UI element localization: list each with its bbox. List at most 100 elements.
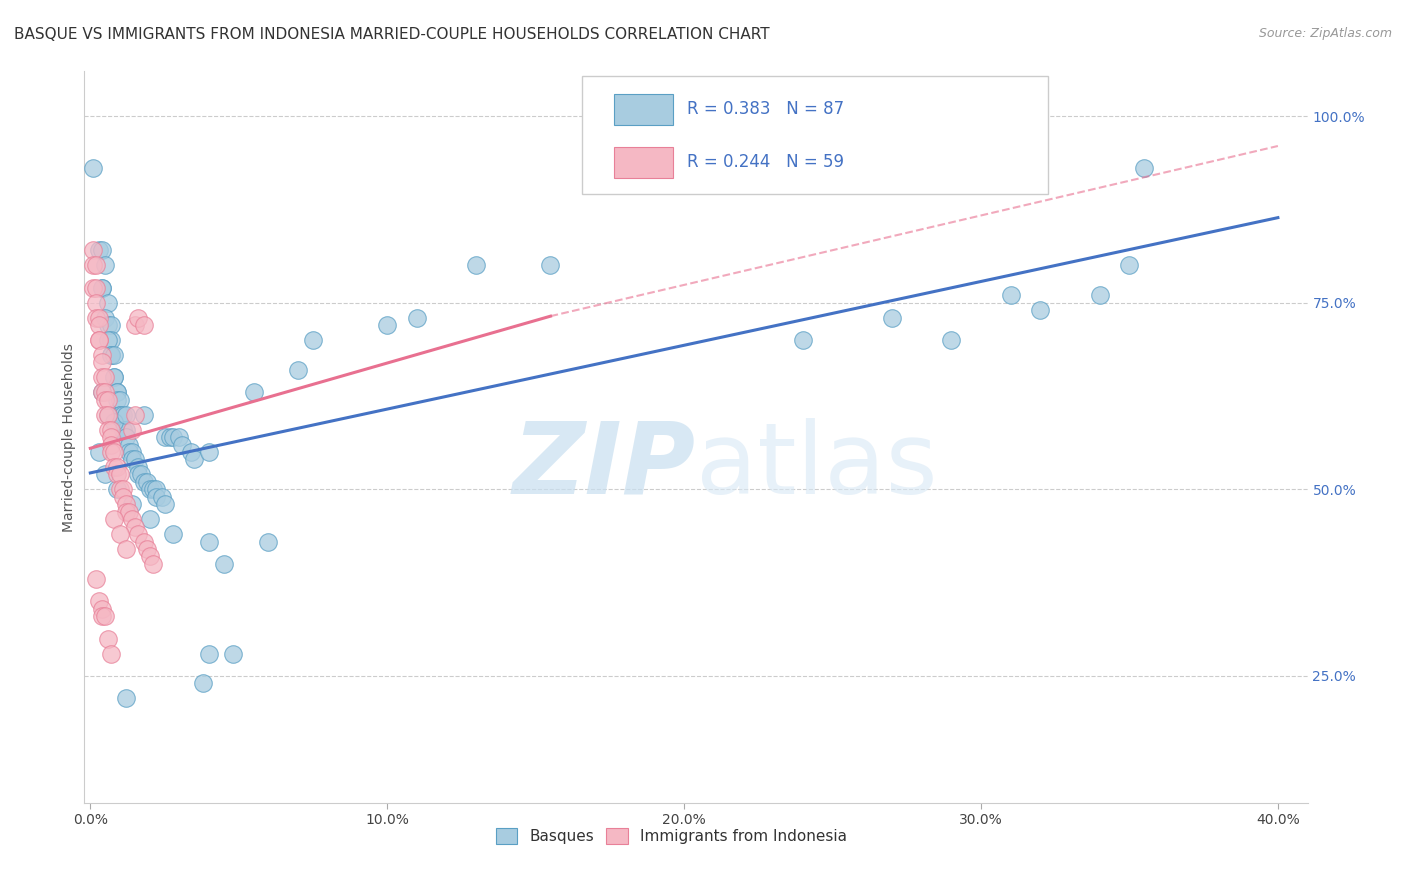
Point	[792, 333, 814, 347]
Point	[91, 281, 114, 295]
Point	[115, 408, 138, 422]
Point	[124, 408, 146, 422]
Point	[100, 647, 122, 661]
Point	[84, 281, 107, 295]
FancyBboxPatch shape	[614, 147, 672, 178]
Point	[127, 527, 149, 541]
Point	[91, 355, 114, 369]
Point	[111, 423, 134, 437]
Legend: Basques, Immigrants from Indonesia: Basques, Immigrants from Indonesia	[489, 822, 853, 850]
Point	[115, 497, 138, 511]
Text: R = 0.383   N = 87: R = 0.383 N = 87	[688, 100, 845, 118]
Point	[82, 259, 104, 273]
Point	[105, 392, 128, 407]
Point	[89, 244, 111, 258]
Point	[97, 295, 120, 310]
Point	[82, 161, 104, 176]
Point	[375, 318, 398, 332]
Point	[129, 467, 152, 482]
Text: ZIP: ZIP	[513, 417, 696, 515]
Point	[135, 475, 157, 489]
Point	[153, 497, 176, 511]
Point	[94, 310, 117, 325]
Point	[103, 459, 125, 474]
Point	[222, 647, 245, 661]
Point	[111, 408, 134, 422]
Point	[287, 363, 309, 377]
Point	[97, 392, 120, 407]
Point	[103, 512, 125, 526]
Text: atlas: atlas	[696, 417, 938, 515]
Point	[84, 259, 107, 273]
Point	[138, 512, 160, 526]
Point	[100, 430, 122, 444]
Point	[145, 483, 167, 497]
Point	[100, 348, 122, 362]
Point	[105, 467, 128, 482]
Point	[84, 572, 107, 586]
Point	[121, 445, 143, 459]
Point	[127, 467, 149, 482]
Point	[124, 452, 146, 467]
Point	[159, 430, 181, 444]
Point	[135, 542, 157, 557]
Text: Source: ZipAtlas.com: Source: ZipAtlas.com	[1258, 27, 1392, 40]
Point	[89, 318, 111, 332]
Point	[108, 483, 131, 497]
Point	[172, 437, 194, 451]
Point	[121, 452, 143, 467]
Point	[97, 318, 120, 332]
Point	[941, 333, 963, 347]
Point	[94, 385, 117, 400]
Point	[198, 647, 221, 661]
Point	[97, 408, 120, 422]
Point	[94, 467, 117, 482]
Point	[138, 549, 160, 564]
Point	[124, 519, 146, 533]
Point	[162, 430, 184, 444]
Point	[94, 609, 117, 624]
Point	[540, 259, 562, 273]
Point	[105, 459, 128, 474]
Y-axis label: Married-couple Households: Married-couple Households	[62, 343, 76, 532]
Point	[145, 490, 167, 504]
Point	[108, 527, 131, 541]
Point	[1088, 288, 1111, 302]
Point	[105, 385, 128, 400]
Point	[94, 392, 117, 407]
Point	[132, 318, 155, 332]
Point	[115, 691, 138, 706]
Point	[1133, 161, 1156, 176]
Point	[84, 295, 107, 310]
Point	[94, 259, 117, 273]
Point	[103, 370, 125, 384]
Point	[183, 452, 205, 467]
Point	[132, 534, 155, 549]
Point	[111, 423, 134, 437]
Point	[118, 445, 141, 459]
Point	[142, 557, 165, 571]
Point	[100, 318, 122, 332]
Point	[132, 408, 155, 422]
Point	[115, 430, 138, 444]
Point	[100, 445, 122, 459]
Point	[162, 527, 184, 541]
Point	[465, 259, 488, 273]
Point	[105, 385, 128, 400]
Point	[89, 310, 111, 325]
Point	[97, 408, 120, 422]
Point	[103, 370, 125, 384]
Point	[89, 333, 111, 347]
Point	[100, 423, 122, 437]
Point	[257, 534, 280, 549]
Point	[94, 370, 117, 384]
Point	[100, 437, 122, 451]
Point	[1000, 288, 1022, 302]
Point	[91, 281, 114, 295]
Point	[103, 348, 125, 362]
Point	[97, 423, 120, 437]
Point	[108, 392, 131, 407]
Point	[150, 490, 173, 504]
Point	[91, 601, 114, 615]
Point	[91, 609, 114, 624]
